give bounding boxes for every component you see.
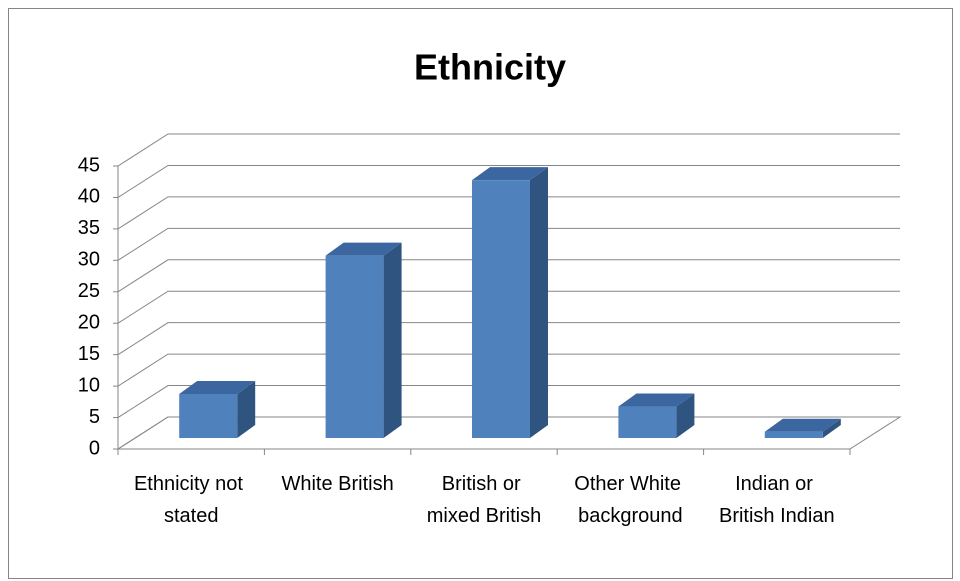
grid-line <box>117 259 900 293</box>
bar <box>179 393 238 438</box>
y-tick-label: 0 <box>89 437 100 459</box>
grid-line <box>117 290 900 324</box>
y-tick-label: 40 <box>78 186 100 208</box>
x-tick-label: Other White background <box>574 473 686 527</box>
y-tick-label: 20 <box>78 312 100 334</box>
x-tick-label: Ethnicity not stated <box>134 473 249 527</box>
grid-line <box>117 196 900 230</box>
y-tick-label: 30 <box>78 249 100 271</box>
y-tick-label: 25 <box>78 280 100 302</box>
bar <box>472 180 530 438</box>
x-tick-label: Indian or British Indian <box>719 473 835 527</box>
chart-title: Ethnicity <box>414 47 566 88</box>
x-tick-label: British or mixed British <box>427 473 541 527</box>
bar-top <box>472 167 548 181</box>
grid-line <box>117 133 900 167</box>
bar-top <box>325 242 402 256</box>
bar-side <box>237 380 256 438</box>
x-tick-label: White British <box>281 473 393 495</box>
grid-line <box>117 227 900 261</box>
bar-side <box>383 242 402 438</box>
bar-top <box>764 418 841 432</box>
grid-line <box>117 385 900 418</box>
y-tick-label: 45 <box>78 154 100 176</box>
y-tick-label: 35 <box>78 217 100 239</box>
grid-line <box>117 164 900 198</box>
bar <box>764 431 823 438</box>
bar-side <box>676 393 695 438</box>
bar-top <box>179 380 256 394</box>
bar-top <box>618 393 695 407</box>
grid-line <box>117 322 900 356</box>
y-tick-label: 5 <box>89 406 100 428</box>
grid-line <box>117 353 900 387</box>
bar <box>325 255 384 438</box>
y-tick-label: 10 <box>78 374 100 396</box>
y-tick-label: 15 <box>78 343 100 365</box>
bar-side <box>530 167 548 438</box>
bar <box>618 406 677 438</box>
bar-side <box>822 418 841 438</box>
